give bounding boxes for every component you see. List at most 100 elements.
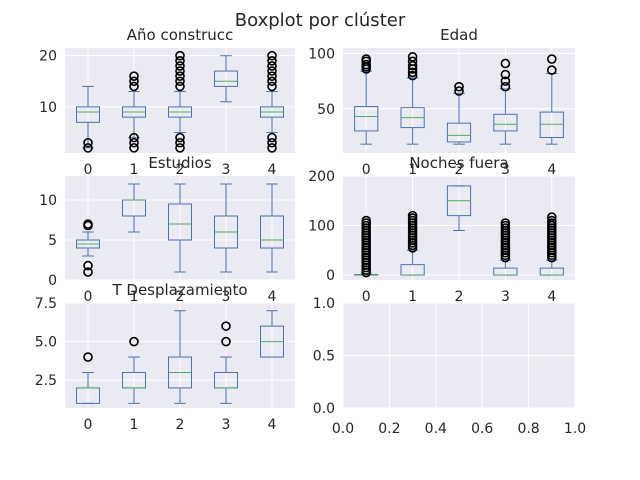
box-0 bbox=[354, 215, 379, 278]
outlier-point bbox=[129, 336, 139, 347]
y-tick-label: 7.5 bbox=[35, 296, 57, 312]
outlier-point bbox=[129, 137, 139, 148]
box-4 bbox=[260, 50, 284, 153]
outlier-point bbox=[83, 352, 93, 362]
outlier-point bbox=[175, 56, 185, 66]
box-0 bbox=[354, 54, 379, 145]
box-iqr bbox=[493, 113, 518, 132]
outlier-point bbox=[407, 67, 418, 78]
outlier-point bbox=[83, 137, 93, 148]
outlier-point bbox=[175, 71, 185, 81]
outlier-point bbox=[267, 76, 277, 87]
outlier-point bbox=[221, 336, 231, 347]
box-iqr bbox=[168, 203, 192, 241]
x-tick-label: 1 bbox=[408, 289, 417, 305]
outlier-point bbox=[221, 321, 231, 331]
outlier-point bbox=[500, 76, 511, 86]
outlier-point bbox=[500, 218, 511, 228]
y-tick-label: 0 bbox=[326, 268, 335, 284]
outlier-point bbox=[500, 58, 511, 69]
box-1 bbox=[122, 336, 146, 404]
x-tick-label: 4 bbox=[268, 289, 277, 305]
y-tick-label: 10 bbox=[39, 193, 57, 209]
box-3 bbox=[493, 218, 518, 276]
x-tick-label: 0 bbox=[84, 289, 93, 305]
x-tick-label: 4 bbox=[268, 162, 277, 178]
outlier-point bbox=[407, 52, 418, 62]
outlier-point bbox=[407, 60, 418, 71]
panel-title: Edad bbox=[440, 26, 478, 44]
x-tick-label: 1.0 bbox=[564, 421, 586, 437]
x-tick-label: 1 bbox=[130, 417, 139, 433]
box-2 bbox=[168, 183, 192, 273]
box-0 bbox=[76, 219, 100, 277]
outlier-point bbox=[129, 81, 139, 92]
box-3 bbox=[493, 58, 518, 145]
x-tick-label: 1 bbox=[130, 162, 139, 178]
box-1 bbox=[122, 183, 146, 233]
box-iqr bbox=[260, 215, 284, 249]
x-tick-label: 0.2 bbox=[378, 421, 400, 437]
box-2 bbox=[168, 50, 192, 153]
x-tick-label: 0.4 bbox=[425, 421, 447, 437]
panel-title: Estudios bbox=[148, 154, 212, 172]
outlier-point bbox=[267, 137, 277, 148]
x-tick-label: 2 bbox=[455, 289, 464, 305]
panel-title: Año construcc bbox=[127, 26, 234, 44]
x-tick-label: 4 bbox=[547, 289, 556, 305]
box-4 bbox=[260, 310, 284, 358]
x-tick-label: 3 bbox=[222, 417, 231, 433]
outlier-point bbox=[267, 66, 277, 76]
y-tick-label: 100 bbox=[308, 219, 335, 235]
outlier-point bbox=[454, 81, 464, 92]
outlier-point bbox=[83, 219, 93, 229]
x-tick-label: 3 bbox=[222, 162, 231, 178]
x-tick-label: 0.0 bbox=[332, 421, 354, 437]
box-1 bbox=[400, 210, 425, 276]
x-tick-label: 0 bbox=[362, 162, 371, 178]
outlier-point bbox=[129, 132, 139, 143]
box-3 bbox=[214, 183, 238, 273]
x-tick-label: 1 bbox=[408, 162, 417, 178]
panel-title: T Desplazamiento bbox=[111, 281, 247, 299]
box-0 bbox=[76, 85, 100, 153]
figure-suptitle: Boxplot por clúster bbox=[235, 10, 406, 31]
chart-panel-0: 0 1 2 3 4 10 20 Año construcc bbox=[39, 26, 295, 178]
outlier-point bbox=[267, 61, 277, 71]
outlier-point bbox=[175, 143, 185, 153]
outlier-point bbox=[407, 56, 418, 67]
box-4 bbox=[539, 212, 564, 276]
box-2 bbox=[446, 185, 472, 231]
outlier-point bbox=[83, 143, 93, 153]
box-iqr bbox=[539, 111, 564, 139]
outlier-point bbox=[454, 86, 464, 96]
panel-title: Noches fuera bbox=[409, 154, 508, 172]
outlier-point bbox=[83, 267, 93, 277]
x-tick-label: 2 bbox=[176, 289, 185, 305]
x-tick-label: 3 bbox=[501, 289, 510, 305]
x-tick-label: 3 bbox=[222, 289, 231, 305]
outlier-point bbox=[175, 61, 185, 71]
outlier-point bbox=[267, 143, 277, 153]
x-tick-label: 4 bbox=[547, 162, 556, 178]
box-4 bbox=[539, 54, 564, 145]
y-tick-label: 5 bbox=[48, 233, 57, 249]
outlier-point bbox=[267, 132, 277, 143]
outlier-point bbox=[361, 54, 372, 64]
box-3 bbox=[214, 321, 238, 404]
chart-panel-2: 0 1 2 3 4 0 5 10 Estudios bbox=[39, 154, 295, 305]
outlier-point bbox=[175, 66, 185, 76]
box-iqr bbox=[214, 70, 238, 87]
outlier-point bbox=[175, 132, 185, 143]
y-tick-label: 0 bbox=[48, 273, 57, 289]
box-iqr bbox=[446, 122, 472, 143]
outlier-point bbox=[500, 81, 511, 92]
box-3 bbox=[214, 55, 238, 103]
box-iqr bbox=[354, 106, 379, 132]
x-tick-label: 0 bbox=[362, 289, 371, 305]
box-2 bbox=[168, 310, 192, 404]
box-1 bbox=[122, 71, 146, 153]
outlier-point bbox=[546, 212, 557, 222]
